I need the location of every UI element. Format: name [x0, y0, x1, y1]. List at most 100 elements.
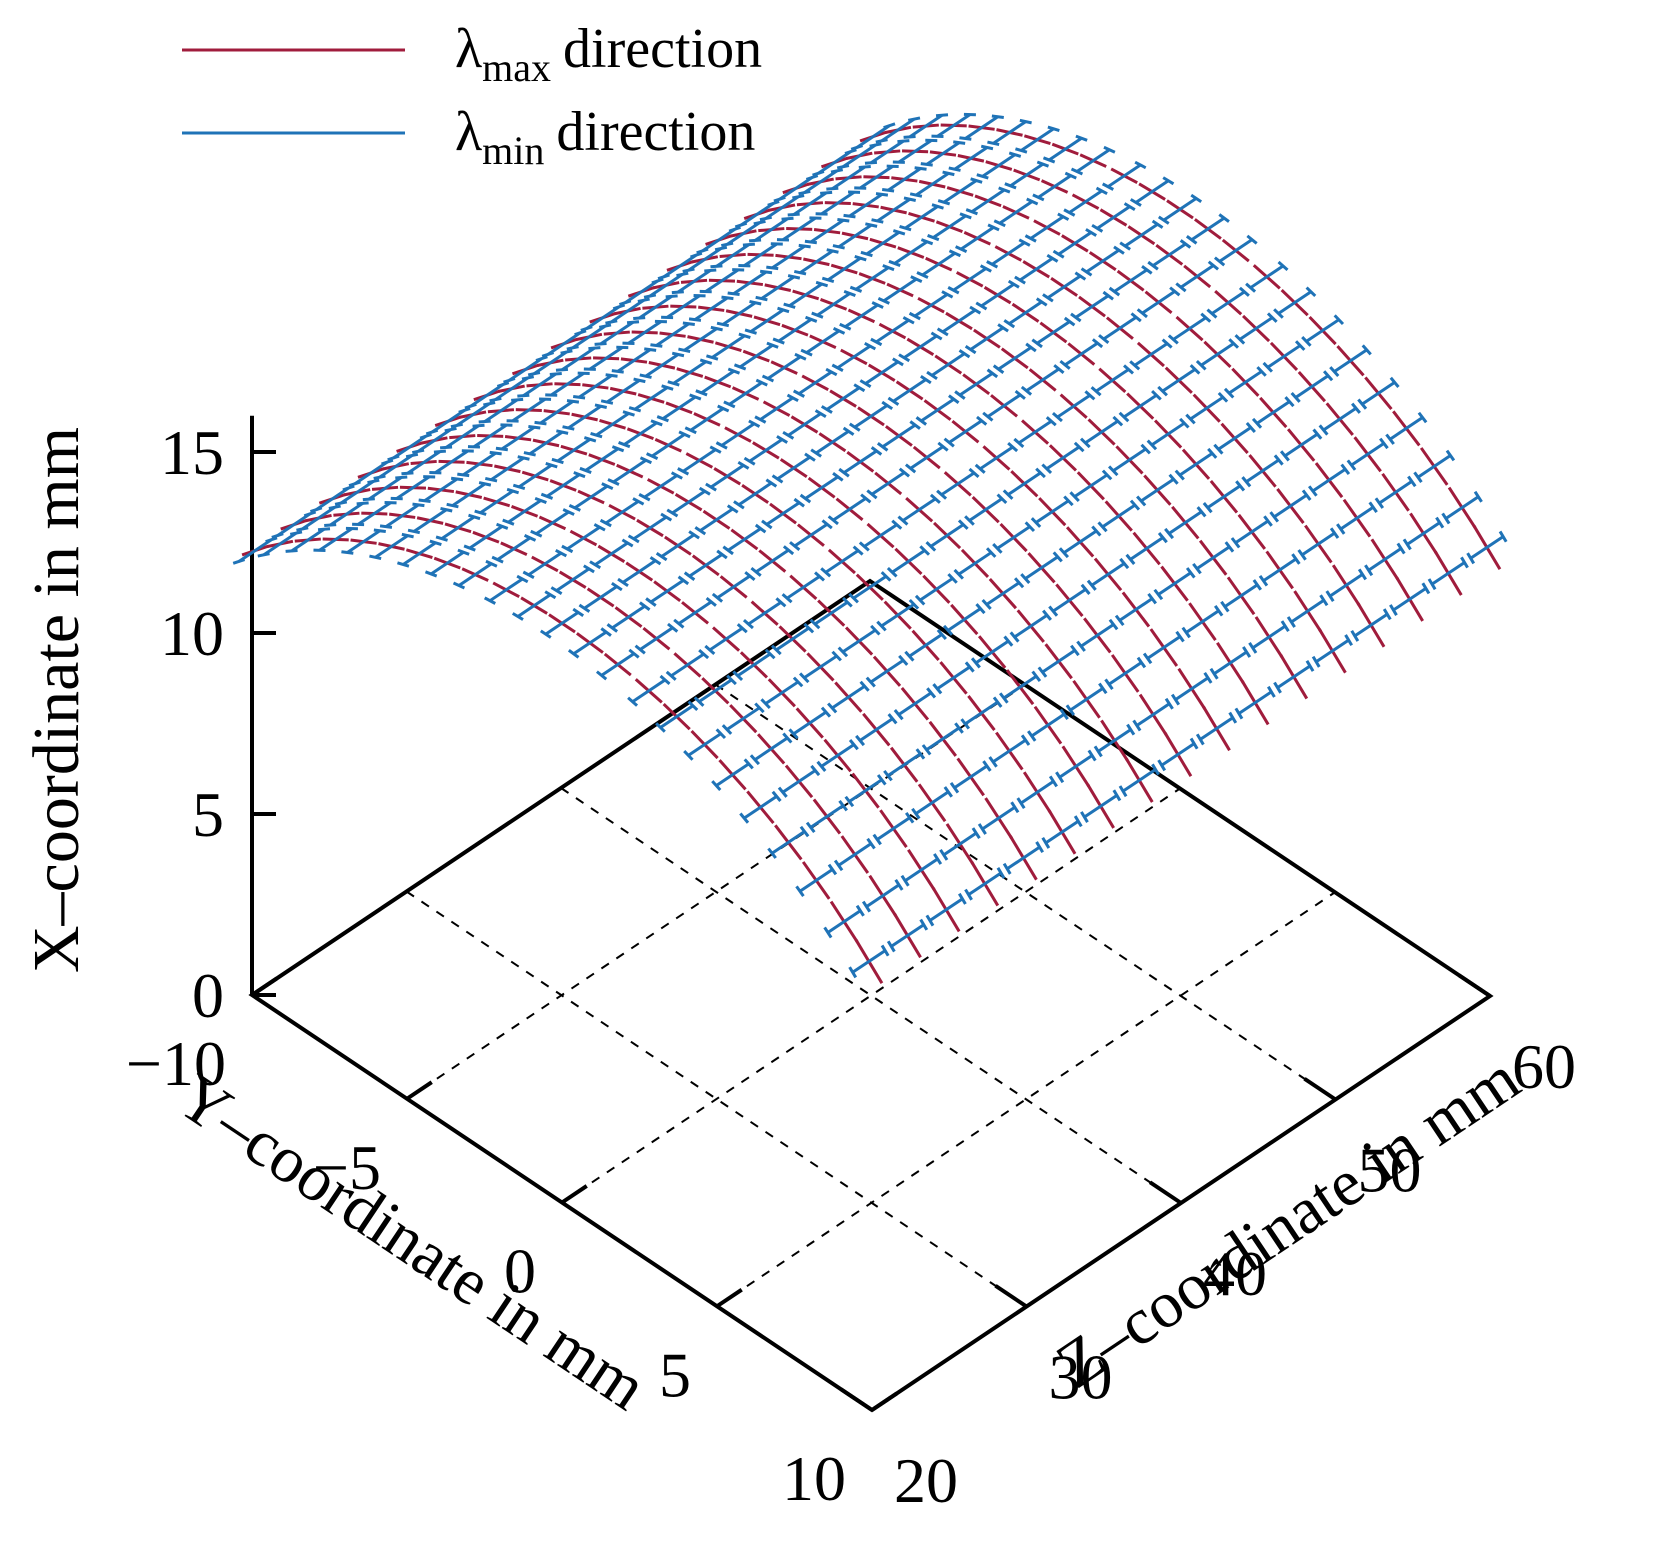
lambda-min-cap — [715, 441, 728, 450]
lambda-min-cap — [871, 218, 884, 224]
legend: λmax direction λmin direction — [182, 18, 762, 173]
lambda-min-cap — [683, 571, 696, 581]
lambda-min-cap — [418, 498, 431, 504]
lambda-min-cap — [926, 370, 938, 381]
lambda-min-arrow — [556, 438, 591, 463]
lambda-min-cap — [1322, 370, 1334, 382]
lambda-min-cap — [1147, 260, 1159, 271]
lambda-min-arrow — [567, 404, 602, 430]
lambda-min-cap — [1108, 286, 1121, 297]
lambda-min-arrow — [842, 628, 877, 654]
lambda-min-cap — [1228, 711, 1238, 724]
lambda-min-cap — [749, 299, 762, 306]
lambda-min-arrow — [402, 541, 437, 566]
lambda-min-arrow — [624, 279, 659, 304]
lambda-min-cap — [957, 519, 969, 530]
lambda-min-cap — [593, 523, 606, 532]
lambda-min-cap — [688, 317, 702, 322]
lambda-min-cap — [722, 545, 734, 556]
z-tick — [1303, 1077, 1337, 1102]
lambda-min-arrow — [736, 652, 772, 677]
lambda-min-cap — [1207, 260, 1220, 271]
lambda-min-cap — [1020, 385, 1033, 396]
lambda-min-arrow — [921, 252, 956, 277]
lambda-min-arrow — [701, 227, 736, 253]
lambda-min-cap — [1374, 497, 1385, 509]
lambda-min-arrow — [942, 831, 978, 857]
lambda-min-cap — [1445, 449, 1456, 462]
lambda-min-cap — [1014, 147, 1028, 154]
lambda-min-cap — [1170, 693, 1181, 706]
lambda-min-arrow — [1045, 445, 1081, 470]
lambda-min-cap — [677, 575, 690, 586]
lambda-min-arrow — [1174, 676, 1209, 701]
lambda-min-cap — [909, 420, 921, 430]
lambda-min-cap — [1185, 413, 1196, 425]
lambda-min-cap — [795, 885, 805, 898]
lambda-min-cap — [998, 186, 1011, 194]
lambda-min-cap — [842, 597, 853, 608]
lambda-min-cap — [1151, 390, 1162, 401]
lambda-min-arrow — [859, 717, 894, 742]
lambda-min-cap — [1114, 614, 1125, 627]
lambda-min-cap — [764, 648, 776, 660]
lambda-min-cap — [777, 306, 790, 314]
lambda-min-cap — [943, 786, 953, 798]
lambda-min-cap — [1048, 605, 1059, 617]
lambda-min-arrow — [1002, 675, 1038, 700]
lambda-min-arrow — [1350, 442, 1385, 467]
lambda-min-cap — [1086, 579, 1097, 591]
lambda-min-arrow — [698, 678, 733, 703]
lambda-min-cap — [395, 475, 408, 480]
lambda-min-cap — [589, 560, 602, 570]
lambda-min-cap — [898, 467, 911, 478]
z-tick — [1148, 1180, 1183, 1205]
lambda-min-cap — [450, 476, 464, 482]
lambda-min-cap — [1035, 841, 1044, 853]
lambda-min-cap — [1207, 447, 1218, 459]
lambda-min-arrow — [777, 318, 812, 343]
lambda-min-cap — [401, 532, 414, 539]
lambda-min-cap — [755, 295, 768, 302]
lambda-min-arrow — [605, 500, 640, 525]
lambda-min-arrow — [1228, 370, 1263, 395]
lambda-min-cap — [1112, 789, 1122, 802]
lambda-min-cap — [787, 212, 800, 217]
lambda-min-arrow — [836, 344, 871, 370]
lambda-min-cap — [595, 670, 608, 681]
lambda-min-cap — [1140, 443, 1151, 455]
y-tick-label: 5 — [659, 1339, 691, 1410]
lambda-min-arrow — [943, 179, 978, 204]
lambda-min-arrow — [612, 459, 647, 484]
lambda-min-cap — [887, 396, 900, 406]
lambda-min-cap — [317, 527, 331, 532]
lambda-min-cap — [644, 347, 657, 352]
lambda-min-cap — [810, 764, 821, 777]
x-tick-label: 5 — [192, 779, 224, 850]
lambda-min-cap — [727, 291, 740, 297]
lambda-min-arrow — [1037, 174, 1072, 199]
lambda-min-arrow — [544, 611, 580, 636]
lambda-min-cap — [419, 432, 432, 440]
lambda-min-cap — [611, 581, 623, 592]
lambda-min-cap — [947, 286, 960, 295]
lambda-min-arrow — [864, 360, 899, 385]
lambda-min-arrow — [960, 226, 995, 251]
lambda-min-cap — [794, 352, 807, 361]
lambda-min-cap — [356, 501, 369, 506]
lambda-min-arrow — [1122, 768, 1157, 793]
lambda-min-cap — [1084, 390, 1096, 401]
lambda-min-arrow — [1469, 535, 1504, 560]
lambda-min-cap — [953, 568, 964, 580]
lambda-min-cap — [1179, 239, 1192, 249]
lambda-min-cap — [1230, 537, 1241, 549]
lambda-min-arrow — [473, 423, 508, 449]
lambda-min-arrow — [1048, 136, 1083, 162]
lambda-min-arrow — [1017, 419, 1053, 445]
lambda-min-cap — [736, 623, 748, 634]
lambda-min-cap — [560, 349, 573, 355]
lambda-min-cap — [429, 539, 442, 546]
lambda-min-arrow — [661, 395, 697, 420]
lambda-min-cap — [1129, 499, 1141, 511]
lambda-min-cap — [704, 268, 717, 273]
